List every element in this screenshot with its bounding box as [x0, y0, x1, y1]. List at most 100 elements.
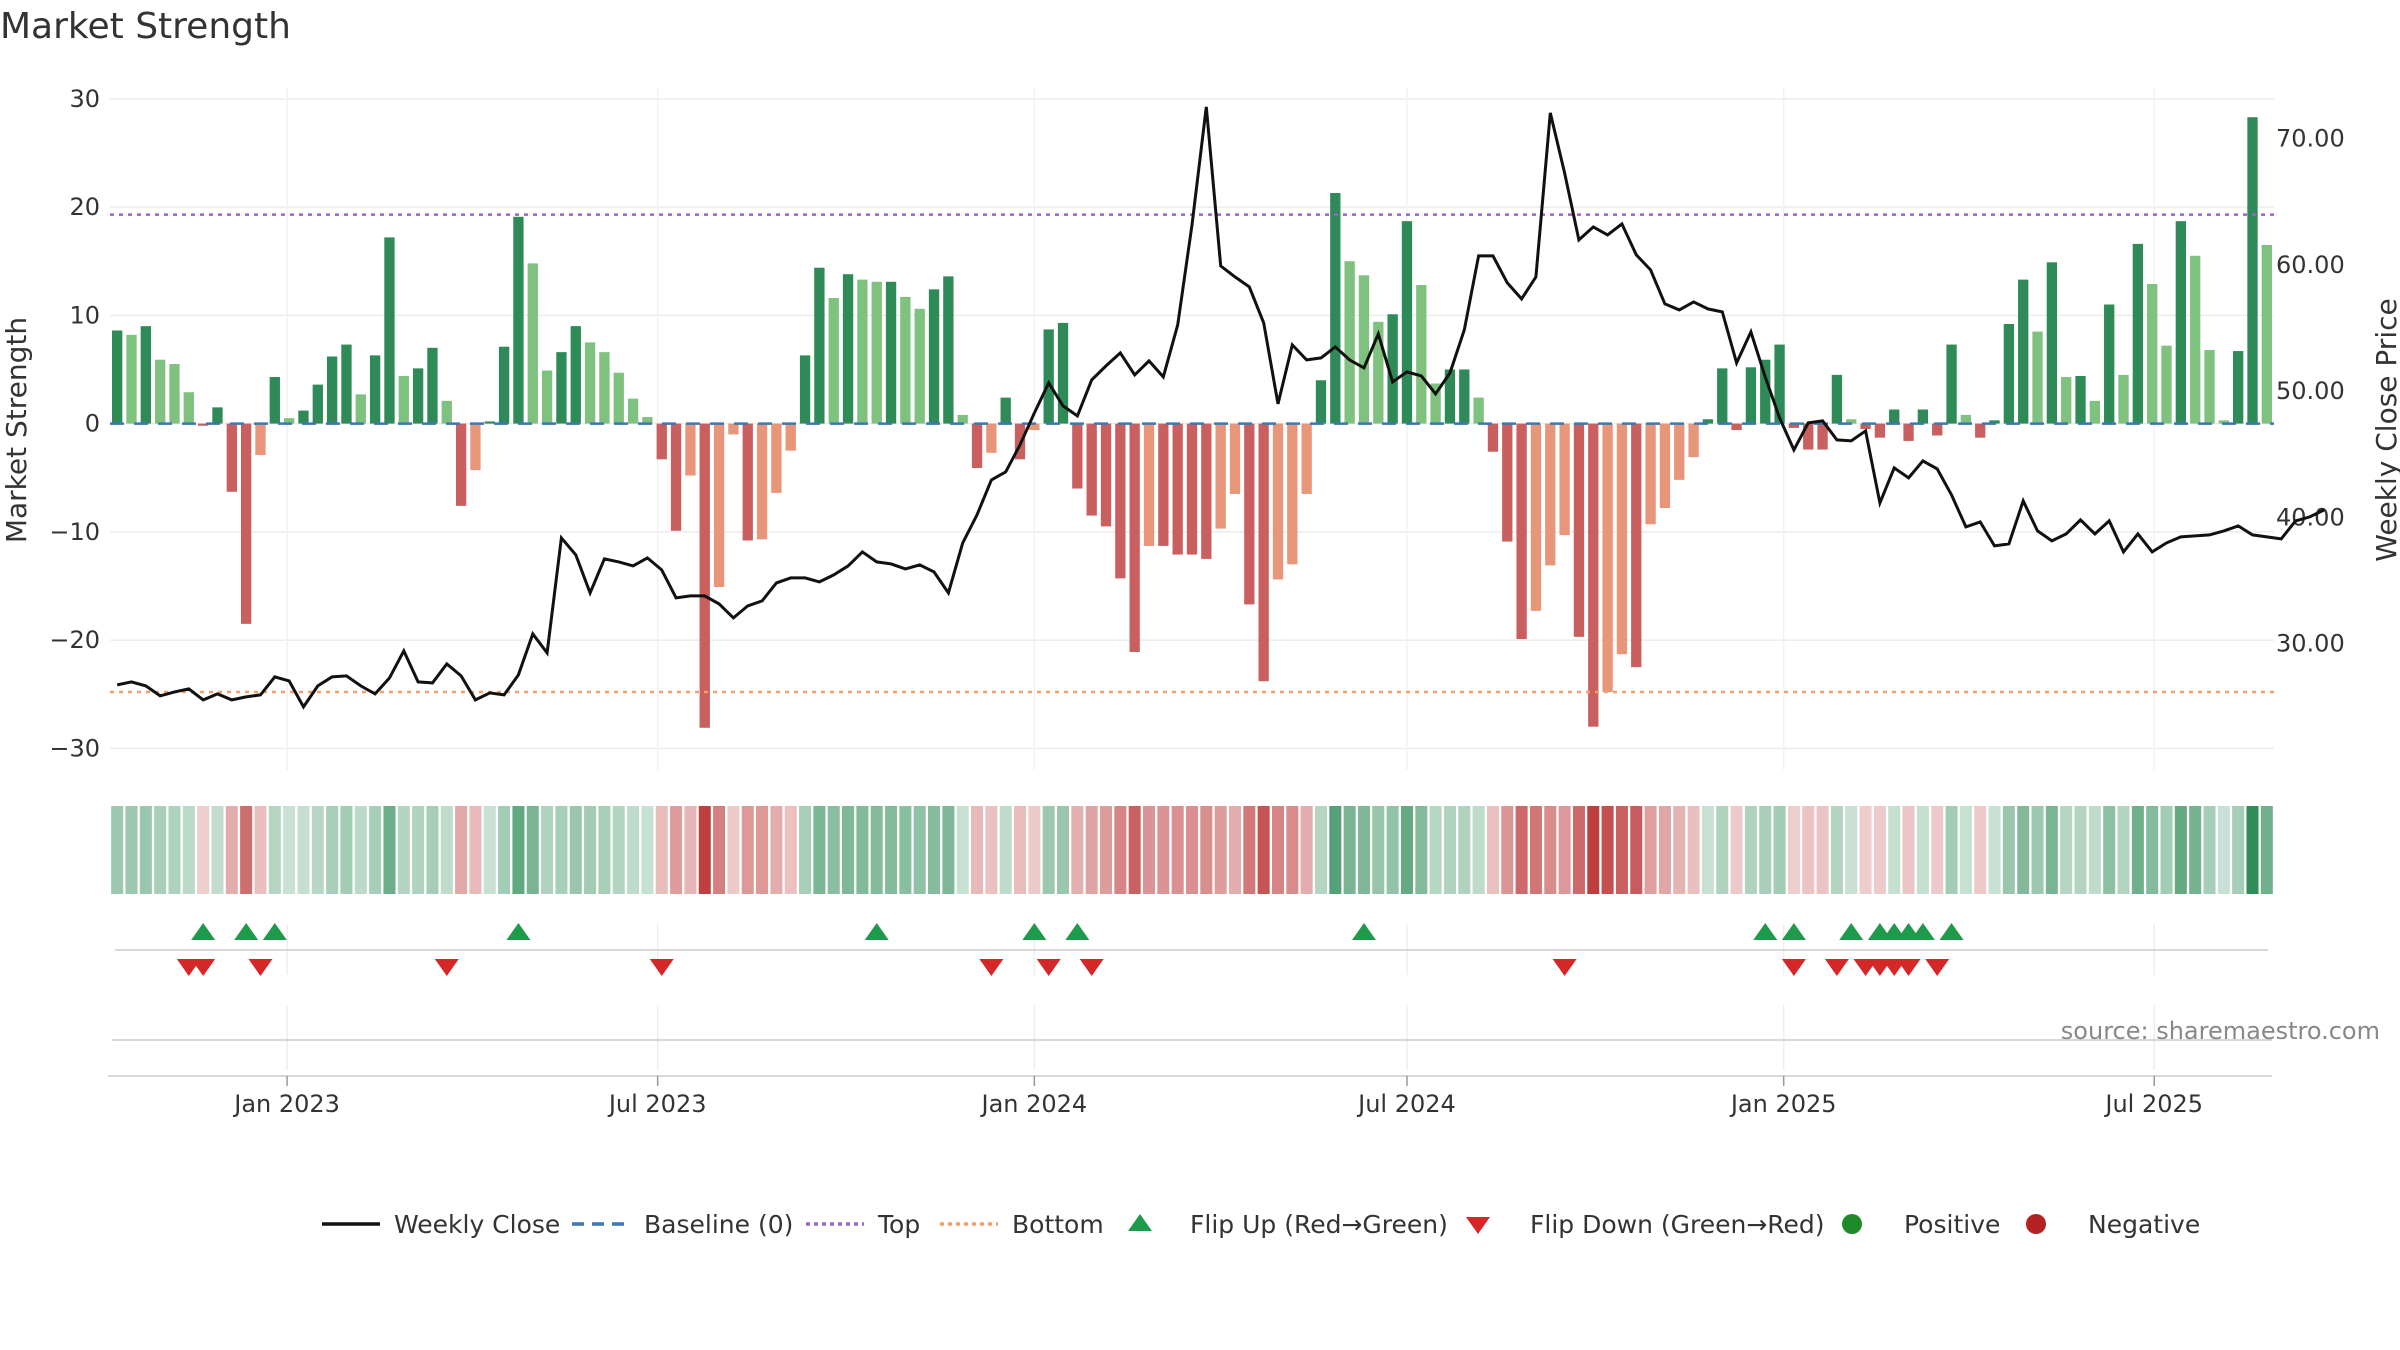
- heat-cell: [1601, 806, 1614, 894]
- strength-bar: [269, 377, 280, 424]
- strength-bar: [384, 237, 395, 424]
- legend-dot-marker: [1842, 1214, 1862, 1234]
- strength-bar: [2161, 345, 2172, 424]
- heat-cell: [2260, 806, 2273, 894]
- heat-cell: [1257, 806, 1270, 894]
- strength-bar: [2089, 400, 2101, 424]
- strength-bar: [326, 356, 338, 424]
- strength-bar: [1100, 423, 1112, 527]
- strength-bar: [828, 298, 839, 424]
- legend-label: Top: [877, 1210, 920, 1239]
- strength-bar: [584, 342, 596, 424]
- y-axis-right-title: Weekly Close Price: [2370, 298, 2400, 561]
- strength-bar: [1631, 423, 1642, 668]
- heat-cell: [842, 806, 855, 894]
- strength-bars: [112, 117, 2272, 728]
- heat-cell: [985, 806, 998, 894]
- heat-cell: [1300, 806, 1313, 894]
- heat-cell: [526, 806, 539, 894]
- heat-cell: [2031, 806, 2044, 894]
- strength-bar: [1659, 423, 1671, 509]
- y-axis-left-title: Market Strength: [0, 317, 33, 543]
- heat-cell: [1243, 806, 1256, 894]
- heat-cell: [2131, 806, 2144, 894]
- heat-cell: [1988, 806, 2001, 894]
- strength-bar: [283, 418, 295, 424]
- heat-cell: [1200, 806, 1213, 894]
- strength-bar: [2132, 243, 2144, 424]
- legend-down-marker: [1466, 1217, 1490, 1234]
- strength-bar: [771, 423, 782, 493]
- heat-cell: [1744, 806, 1757, 894]
- price-line: [116, 106, 2325, 710]
- strength-bar: [785, 423, 796, 451]
- heat-cell: [1974, 806, 1987, 894]
- heat-cell: [1615, 806, 1628, 894]
- heat-cell: [1572, 806, 1585, 894]
- flip-down-marker: [434, 959, 459, 976]
- heat-cell: [1314, 806, 1327, 894]
- heat-cell: [727, 806, 740, 894]
- heat-cell: [1214, 806, 1227, 894]
- legend-label: Flip Down (Green→Red): [1530, 1210, 1825, 1239]
- strength-bar: [1043, 329, 1054, 424]
- weekly-close-line: [116, 106, 2325, 710]
- strength-bar: [2018, 279, 2029, 424]
- heat-cell: [2217, 806, 2230, 894]
- strength-bar: [670, 423, 682, 531]
- strength-bar: [1129, 423, 1140, 653]
- strength-bar: [742, 423, 753, 541]
- strength-bar: [842, 274, 854, 424]
- flip-down-marker: [1781, 959, 1806, 976]
- heat-cell: [1773, 806, 1786, 894]
- strength-bar: [871, 281, 882, 424]
- strength-bar: [900, 296, 911, 424]
- strength-bar: [1788, 423, 1800, 428]
- heat-cell: [1902, 806, 1915, 894]
- strength-bar: [1215, 423, 1226, 529]
- strength-bar: [112, 330, 123, 424]
- heat-cell: [1286, 806, 1299, 894]
- strength-bar: [1502, 423, 1513, 542]
- strength-bar: [1674, 423, 1685, 480]
- y-tick-right-label: 70.00: [2276, 125, 2345, 153]
- heat-cell: [1114, 806, 1127, 894]
- flip-up-marker: [1781, 923, 1806, 940]
- strength-bar: [2233, 351, 2244, 424]
- heat-cell: [469, 806, 482, 894]
- heat-cell: [2045, 806, 2058, 894]
- flip-up-marker: [191, 923, 216, 940]
- strength-bar: [1917, 409, 1929, 424]
- heat-cell: [971, 806, 984, 894]
- strength-bar: [1774, 344, 1785, 424]
- strength-bar: [1846, 419, 1857, 424]
- heat-cell: [412, 806, 425, 894]
- strength-bar: [1588, 423, 1599, 727]
- heat-cell: [268, 806, 281, 894]
- strength-bar: [1330, 193, 1341, 424]
- flip-down-marker: [1896, 959, 1921, 976]
- strength-bar: [2118, 374, 2129, 424]
- strength-bar: [2247, 117, 2258, 424]
- y-tick-right-label: 30.00: [2276, 630, 2345, 658]
- source-text: source: sharemaestro.com: [2061, 1017, 2380, 1045]
- heat-cell: [2160, 806, 2173, 894]
- strength-bar: [2190, 255, 2201, 424]
- heat-cell: [627, 806, 640, 894]
- flip-up-marker: [864, 923, 889, 940]
- y-axis-left: 30 20 10 0 −10 −20 −30: [49, 85, 100, 763]
- strength-bar: [599, 352, 610, 424]
- heat-cell: [555, 806, 568, 894]
- strength-bar: [1072, 423, 1083, 489]
- strength-bar: [427, 347, 438, 424]
- x-tick-label: Jan 2025: [1729, 1090, 1837, 1118]
- heat-cell: [1687, 806, 1700, 894]
- flip-down-marker: [248, 959, 273, 976]
- heat-cell: [541, 806, 554, 894]
- heat-cell: [1816, 806, 1829, 894]
- heat-cell: [1357, 806, 1370, 894]
- heat-cell: [1587, 806, 1600, 894]
- heat-cell: [1802, 806, 1815, 894]
- strength-bar: [943, 276, 954, 424]
- heat-cell: [154, 806, 167, 894]
